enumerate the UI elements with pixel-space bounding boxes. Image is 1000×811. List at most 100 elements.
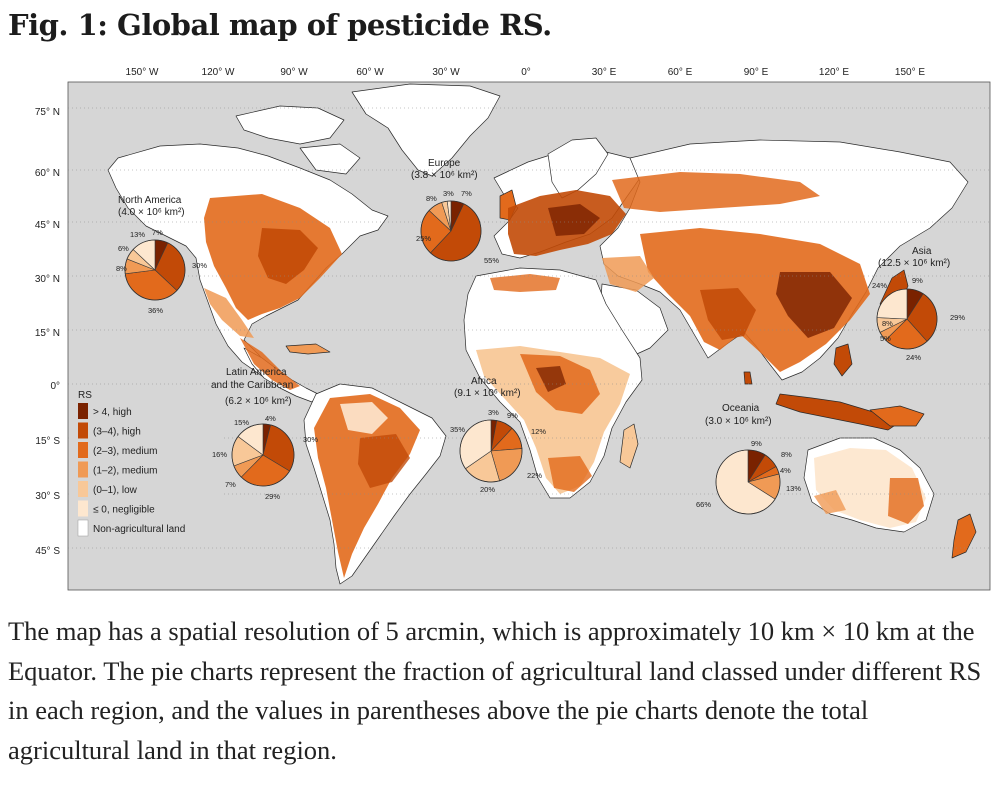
slice-percent-label: 35% (450, 425, 465, 434)
region-area: (9.1 × 10⁶ km²) (454, 388, 521, 399)
slice-percent-label: 16% (212, 450, 227, 459)
legend-label: Non-agricultural land (93, 524, 185, 535)
region-area: (12.5 × 10⁶ km²) (878, 258, 950, 269)
slice-percent-label: 25% (416, 234, 431, 243)
longitude-tick-label: 150° W (126, 67, 159, 78)
slice-percent-label: 13% (786, 484, 801, 493)
longitude-tick-label: 30° W (432, 67, 460, 78)
slice-percent-label: 55% (484, 256, 499, 265)
region-name: North America (118, 195, 182, 206)
longitude-tick-label: 150° E (895, 67, 925, 78)
slice-percent-label: 22% (527, 471, 542, 480)
longitude-tick-label: 60° W (356, 67, 384, 78)
legend-swatch (78, 442, 88, 458)
latitude-tick-label: 30° N (35, 274, 60, 285)
land-cuba (285, 343, 331, 355)
legend-swatch (78, 461, 88, 478)
land-arctic-islands-2 (299, 143, 361, 175)
slice-percent-label: 7% (461, 189, 472, 198)
slice-percent-label: 9% (751, 439, 762, 448)
land-new-guinea (869, 405, 925, 427)
legend-swatch (78, 500, 88, 517)
land-madagascar (619, 423, 639, 469)
land-scandinavia (547, 137, 609, 199)
longitude-tick-label: 90° W (280, 67, 308, 78)
figure-caption: The map has a spatial resolution of 5 ar… (8, 616, 982, 765)
region-name: Latin America (226, 367, 287, 378)
slice-percent-label: 4% (780, 466, 791, 475)
slice-percent-label: 7% (152, 228, 163, 237)
slice-percent-label: 24% (906, 353, 921, 362)
slice-percent-label: 8% (781, 450, 792, 459)
region-area: (4.0 × 10⁶ km²) (118, 207, 185, 218)
legend-swatch (78, 422, 88, 439)
slice-percent-label: 12% (531, 427, 546, 436)
land-philippines (833, 343, 853, 377)
slice-percent-label: 8% (116, 264, 127, 273)
legend-background (72, 386, 222, 536)
pie-outline (231, 423, 295, 487)
legend-label: (1–2), medium (93, 466, 157, 477)
region-name: Europe (428, 158, 461, 169)
pie-outline (459, 419, 523, 483)
legend-label: > 4, high (93, 407, 132, 418)
latitude-tick-label: 0° (50, 381, 60, 392)
region-pie-1: Europe(3.8 × 10⁶ km²) 7% 55% 25% 8% 3% (411, 158, 499, 265)
longitude-tick-label: 120° E (819, 67, 849, 78)
longitude-tick-label: 90° E (744, 67, 769, 78)
slice-percent-label: 66% (696, 500, 711, 509)
slice-percent-label: 20% (480, 485, 495, 494)
region-name: Asia (912, 246, 932, 257)
latitude-tick-label: 60° N (35, 168, 60, 179)
latitude-axis: 75° N 60° N 45° N 30° N 15° N 0° 15° S 30° S 45°… (35, 107, 60, 557)
pie-outline (876, 288, 938, 350)
figure-title: Fig. 1: Global map of pesticide RS. (8, 8, 552, 42)
slice-percent-label: 9% (507, 411, 518, 420)
latitude-tick-label: 15° N (35, 328, 60, 339)
region-pie-2: Asia(12.5 × 10⁶ km²) 9% 29% 24% 5% 8% 24% (872, 246, 965, 362)
legend-swatch (77, 519, 89, 537)
slice-percent-label: 13% (130, 230, 145, 239)
land-new-zealand (951, 513, 977, 559)
slice-percent-label: 30% (303, 435, 318, 444)
slice-percent-label: 7% (225, 480, 236, 489)
legend-swatch (78, 481, 88, 497)
legend-label: (2–3), medium (93, 446, 157, 457)
slice-percent-label: 4% (265, 414, 276, 423)
slice-percent-label: 30% (192, 261, 207, 270)
region-area: (3.8 × 10⁶ km²) (411, 170, 478, 181)
legend-label: (0–1), low (93, 485, 138, 496)
region-name: Oceania (722, 403, 760, 414)
region-area: (3.0 × 10⁶ km²) (705, 416, 772, 427)
region-pie-5: Oceania (3.0 × 10⁶ km²) 9% 8% 4% 13% 66% (696, 403, 801, 515)
legend-label: (3–4), high (93, 427, 141, 438)
slice-percent-label: 8% (882, 319, 893, 328)
graticule (68, 107, 990, 549)
latitude-tick-label: 45° S (35, 546, 60, 557)
slice-percent-label: 3% (488, 408, 499, 417)
latitude-tick-label: 15° S (35, 436, 60, 447)
longitude-tick-label: 60° E (668, 67, 693, 78)
region-pie-4: Africa(9.1 × 10⁶ km²) 3% 9% 12% 22% 20% 35% (450, 376, 546, 494)
pie-outline (124, 239, 186, 301)
slice-percent-label: 3% (443, 189, 454, 198)
pie-outline (715, 449, 781, 515)
legend-label: ≤ 0, negligible (93, 505, 155, 516)
longitude-tick-label: 0° (521, 67, 531, 78)
latitude-tick-label: 75° N (35, 107, 60, 118)
region-area: (6.2 × 10⁶ km²) (225, 396, 292, 407)
land-arctic-islands (235, 105, 345, 145)
slice-percent-label: 5% (880, 334, 891, 343)
slice-percent-label: 9% (912, 276, 923, 285)
latitude-tick-label: 45° N (35, 220, 60, 231)
pie-outline (420, 200, 482, 262)
latitude-tick-label: 30° S (35, 491, 60, 502)
region-pies: North America(4.0 × 10⁶ km²) 7% 30% 36% 8% 6%… (116, 158, 965, 515)
longitude-tick-label: 120° W (202, 67, 235, 78)
slice-percent-label: 8% (426, 194, 437, 203)
map-figure: 150° W 120° W 90° W 60° W 30° W 0° 30° E 60° E 9… (0, 58, 1000, 598)
region-name: and the Caribbean (211, 380, 293, 391)
slice-percent-label: 29% (265, 492, 280, 501)
region-name: Africa (471, 376, 497, 387)
region-pie-3: Latin America and the Caribbean (6.2 × 10⁶… (211, 367, 318, 501)
